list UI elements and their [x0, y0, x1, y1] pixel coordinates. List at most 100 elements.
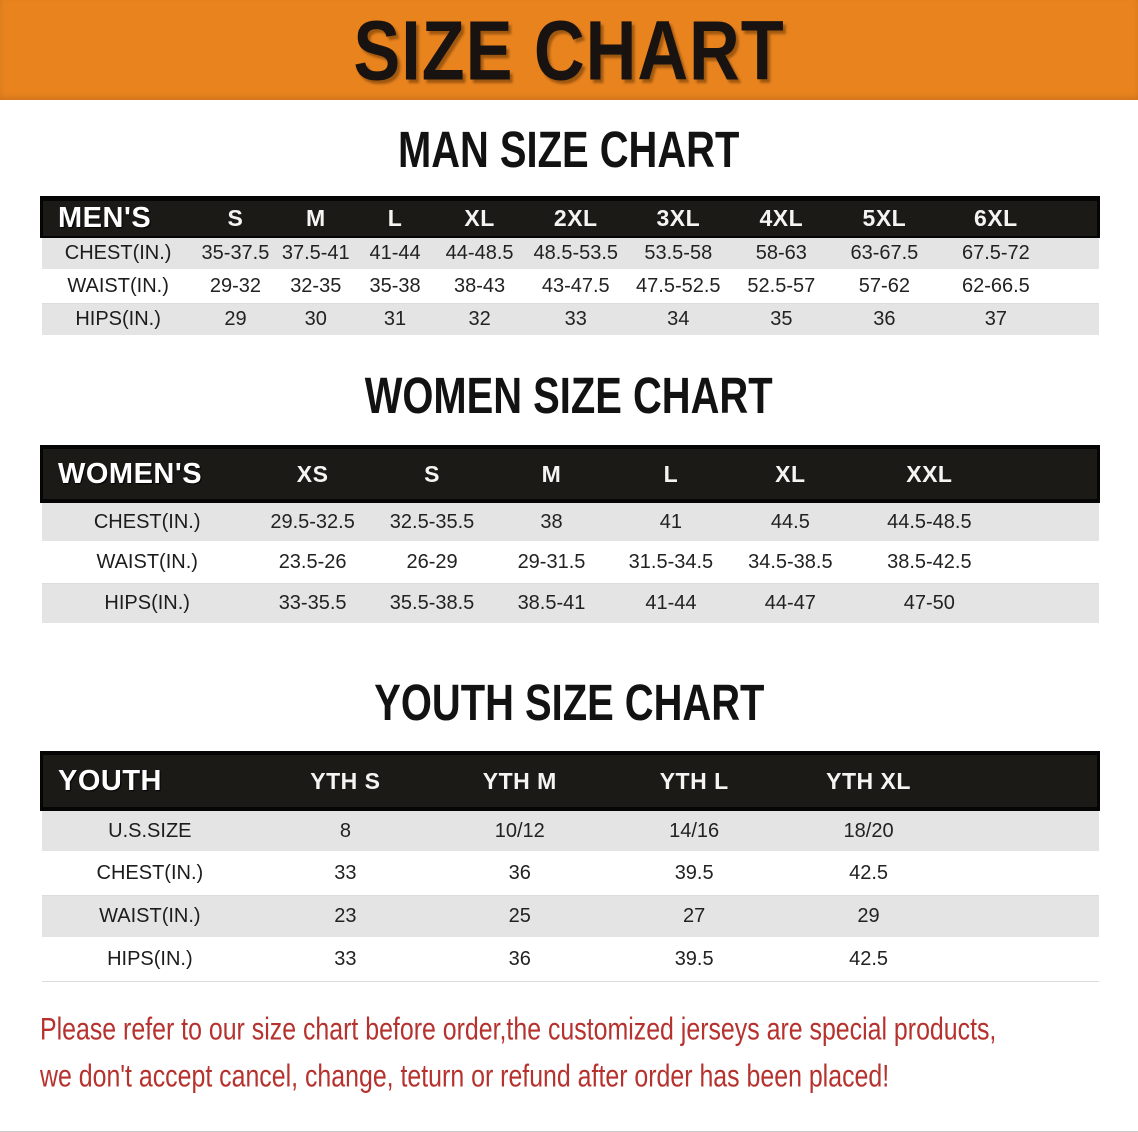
measurement-value: 47.5-52.5: [627, 270, 730, 304]
size-column-header: XS: [252, 445, 373, 503]
size-column-header: YTH M: [432, 751, 607, 811]
size-column-header: M: [491, 445, 612, 503]
women-size-table: WOMEN'S XS S M L XL XXL CHEST(IN.) 29.5-32.5 32.5…: [39, 445, 1100, 625]
measurement-value: 42.5: [781, 852, 956, 896]
women-size-chart-heading: WOMEN SIZE CHART: [365, 366, 773, 425]
measurement-value: 23: [258, 895, 433, 939]
disclaimer-line-1: Please refer to our size chart before or…: [40, 1011, 997, 1047]
measurement-value: 35-38: [355, 270, 435, 304]
measurement-value: 41-44: [355, 237, 435, 271]
measurement-value: 44-47: [730, 583, 851, 625]
row-filler: [955, 938, 1099, 982]
measurement-value: 35.5-38.5: [372, 583, 492, 625]
size-column-header: 2XL: [524, 196, 628, 238]
measurement-value: 38: [491, 501, 612, 543]
size-column-header: M: [276, 196, 356, 238]
measurement-value: 44.5-48.5: [850, 501, 1009, 543]
measurement-value: 23.5-26: [252, 542, 373, 584]
youth-size-chart-heading: YOUTH SIZE CHART: [373, 673, 765, 732]
measurement-label: CHEST(IN.): [41, 237, 195, 271]
size-column-header: S: [372, 445, 492, 503]
youth-size-table: YOUTH YTH S YTH M YTH L YTH XL U.S.SIZE 8 10/12…: [40, 751, 1100, 982]
measurement-value: 58-63: [729, 237, 834, 271]
measurement-value: 36: [833, 303, 936, 337]
measurement-row: WAIST(IN.) 23 25 27 29: [41, 895, 1099, 939]
measurement-value: 63-67.5: [833, 237, 936, 271]
measurement-value: 36: [432, 852, 607, 896]
measurement-value: 14/16: [606, 809, 782, 853]
measurement-value: 31.5-34.5: [611, 542, 731, 584]
row-filler: [1008, 583, 1099, 625]
measurement-label: U.S.SIZE: [41, 809, 259, 853]
size-column-header: YTH XL: [781, 751, 956, 811]
measurement-row: CHEST(IN.) 33 36 39.5 42.5: [41, 852, 1099, 896]
measurement-value: 37.5-41: [276, 237, 356, 271]
measurement-value: 48.5-53.5: [524, 237, 628, 271]
size-column-header: L: [611, 445, 731, 503]
measurement-value: 31: [355, 303, 435, 337]
measurement-value: 32-35: [276, 270, 356, 304]
measurement-value: 25: [432, 895, 607, 939]
measurement-value: 35-37.5: [194, 237, 277, 271]
measurement-row: HIPS(IN.) 29 30 31 32 33 34 35 36 37: [41, 303, 1099, 337]
measurement-row: HIPS(IN.) 33 36 39.5 42.5: [41, 938, 1099, 982]
row-filler: [1056, 237, 1099, 271]
measurement-row: HIPS(IN.) 33-35.5 35.5-38.5 38.5-41 41-44 44-…: [41, 583, 1099, 625]
size-column-header: XL: [434, 196, 525, 238]
measurement-value: 29.5-32.5: [252, 501, 373, 543]
measurement-value: 62-66.5: [935, 270, 1057, 304]
row-filler: [1008, 501, 1099, 543]
measurement-value: 67.5-72: [935, 237, 1057, 271]
row-filler: [955, 895, 1099, 939]
measurement-row: CHEST(IN.) 35-37.5 37.5-41 41-44 44-48.5 48.5…: [41, 237, 1099, 271]
measurement-label: WAIST(IN.): [41, 270, 195, 304]
measurement-value: 47-50: [850, 583, 1009, 625]
measurement-value: 35: [729, 303, 834, 337]
measurement-value: 43-47.5: [524, 270, 628, 304]
measurement-row: U.S.SIZE 8 10/12 14/16 18/20: [41, 809, 1099, 853]
row-filler: [955, 852, 1099, 896]
row-filler: [1056, 303, 1099, 337]
size-chart-banner: SIZE CHART: [0, 0, 1138, 100]
size-header-label: YOUTH: [40, 751, 259, 811]
measurement-value: 27: [606, 895, 782, 939]
measurement-label: WAIST(IN.): [41, 895, 259, 939]
measurement-value: 38-43: [434, 270, 525, 304]
disclaimer-line-2: we don't accept cancel, change, teturn o…: [40, 1058, 890, 1094]
measurement-value: 38.5-42.5: [850, 542, 1009, 584]
size-column-header: 6XL: [935, 196, 1057, 238]
measurement-label: HIPS(IN.): [41, 583, 253, 625]
measurement-value: 33: [258, 852, 433, 896]
measurement-row: CHEST(IN.) 29.5-32.5 32.5-35.5 38 41 44.5 44.5…: [41, 501, 1099, 543]
measurement-value: 44.5: [730, 501, 851, 543]
measurement-value: 29: [194, 303, 277, 337]
measurement-value: 29: [781, 895, 956, 939]
measurement-value: 33: [258, 938, 433, 982]
measurement-label: WAIST(IN.): [41, 542, 253, 584]
row-filler: [955, 809, 1099, 853]
measurement-value: 53.5-58: [627, 237, 730, 271]
size-header-row: YOUTH YTH S YTH M YTH L YTH XL: [40, 751, 1100, 811]
measurement-label: CHEST(IN.): [41, 852, 259, 896]
measurement-value: 32: [434, 303, 525, 337]
measurement-value: 29-32: [194, 270, 277, 304]
measurement-value: 57-62: [833, 270, 936, 304]
measurement-value: 52.5-57: [729, 270, 834, 304]
header-filler: [1008, 445, 1100, 503]
measurement-value: 41: [611, 501, 731, 543]
size-column-header: XXL: [850, 445, 1009, 503]
measurement-value: 30: [276, 303, 356, 337]
size-column-header: S: [194, 196, 277, 238]
measurement-value: 18/20: [781, 809, 956, 853]
disclaimer-text: Please refer to our size chart before or…: [40, 1006, 1115, 1100]
size-header-row: WOMEN'S XS S M L XL XXL: [39, 445, 1100, 503]
men-size-table: MEN'S S M L XL 2XL 3XL 4XL 5XL 6XL CHEST(IN.) 35-37…: [39, 196, 1101, 337]
size-column-header: 4XL: [729, 196, 834, 238]
measurement-value: 10/12: [432, 809, 607, 853]
measurement-row: WAIST(IN.) 29-32 32-35 35-38 38-43 43-47.5 47.…: [41, 270, 1099, 304]
measurement-label: HIPS(IN.): [41, 938, 259, 982]
size-column-header: L: [355, 196, 435, 238]
size-column-header: 3XL: [627, 196, 730, 238]
measurement-value: 42.5: [781, 938, 956, 982]
measurement-value: 8: [258, 809, 433, 853]
